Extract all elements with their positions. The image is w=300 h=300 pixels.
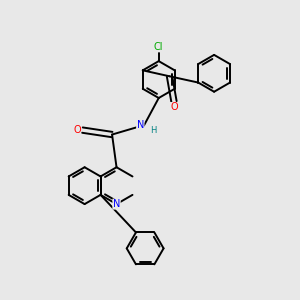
Text: O: O [73, 125, 81, 135]
Text: H: H [151, 126, 157, 135]
Text: O: O [170, 103, 178, 112]
Text: Cl: Cl [154, 42, 164, 52]
Text: N: N [113, 199, 120, 209]
Text: N: N [136, 120, 144, 130]
